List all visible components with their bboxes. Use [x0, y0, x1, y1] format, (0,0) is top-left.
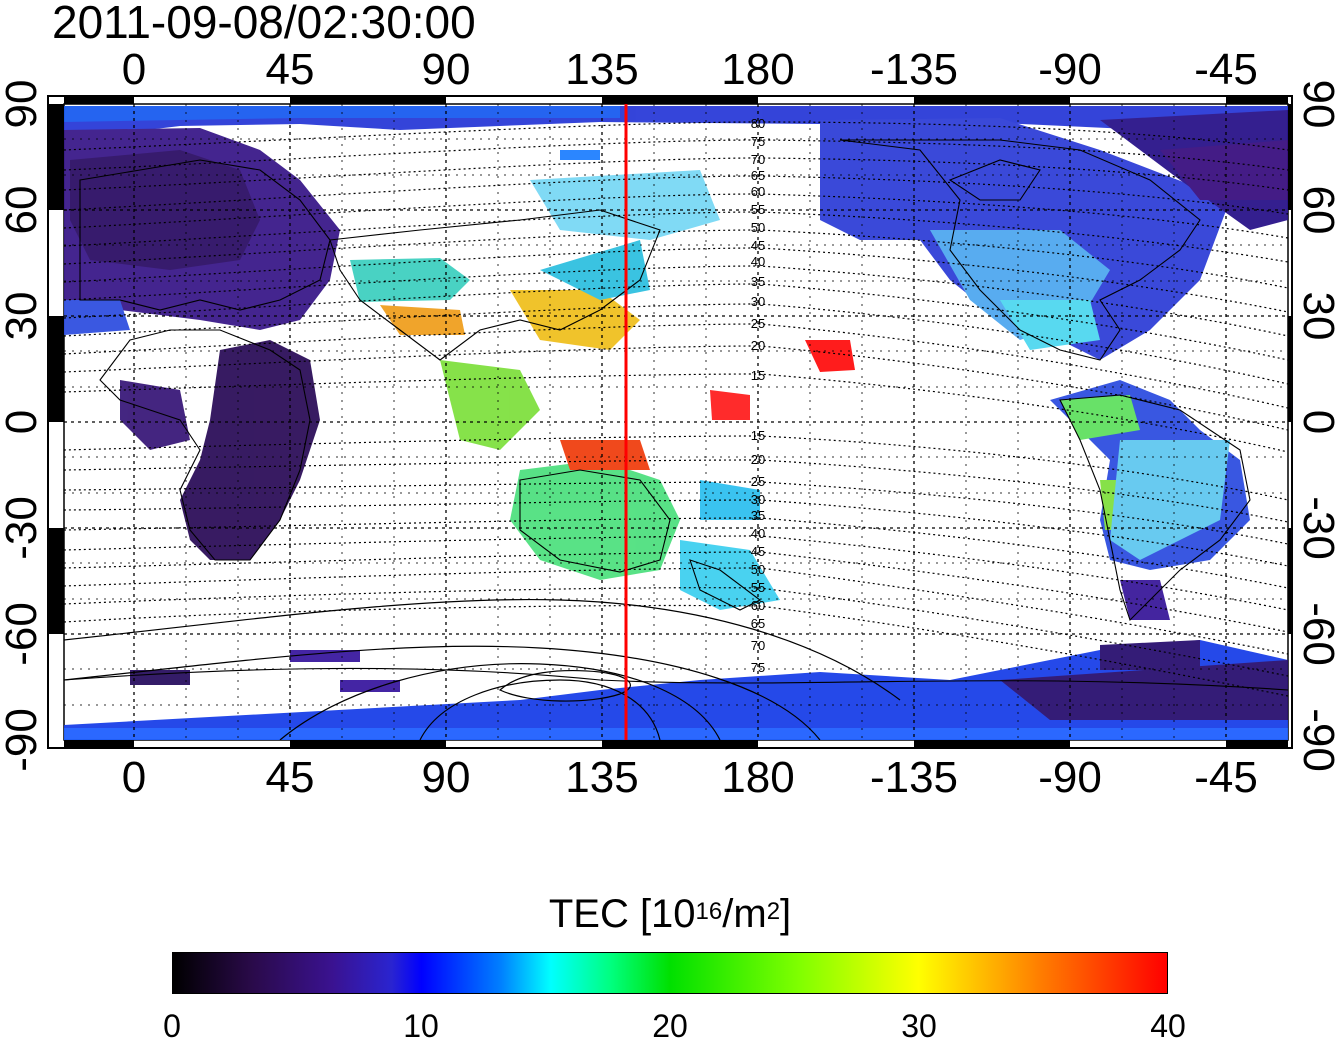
bottom-lon-tick-label: -90 — [1038, 753, 1102, 802]
contour-label: 30 — [751, 294, 765, 309]
contour-label: 50 — [751, 220, 765, 235]
colorbar-tick-label: 10 — [403, 1008, 439, 1044]
contour-label: 40 — [751, 254, 765, 269]
left-lat-tick-label: -90 — [0, 708, 46, 772]
contour-label: 60 — [751, 598, 765, 613]
contour-label: 30 — [751, 492, 765, 507]
lat-lon-grid — [64, 104, 1288, 740]
left-lat-tick-label: 30 — [0, 292, 46, 341]
contour-label: 15 — [751, 368, 765, 383]
tec-data-layer — [64, 106, 1288, 740]
lat-tick-bars — [48, 104, 1292, 634]
top-lon-tick-label: 135 — [565, 45, 638, 94]
right-lat-tick-label: 60 — [1294, 186, 1340, 235]
right-lat-tick-labels: 90 60 30 0 -30 -60 -90 — [1294, 80, 1340, 772]
timestamp-title: 2011-09-08/02:30:00 — [52, 0, 476, 48]
right-lat-tick-label: 90 — [1294, 80, 1340, 129]
contour-label: 45 — [751, 238, 765, 253]
bottom-lon-tick-label: -135 — [870, 753, 958, 802]
right-lat-tick-label: -90 — [1294, 708, 1340, 772]
right-lat-tick-label: 30 — [1294, 292, 1340, 341]
contour-label: 25 — [751, 474, 765, 489]
bottom-lon-tick-label: -45 — [1194, 753, 1258, 802]
left-lat-tick-label: 60 — [0, 186, 46, 235]
bottom-lon-tick-labels: 0 45 90 135 180 -135 -90 -45 — [122, 753, 1258, 802]
contour-label: 40 — [751, 526, 765, 541]
contour-label: 55 — [751, 580, 765, 595]
solid-contours — [64, 598, 901, 740]
colorbar-title: TEC [1016/m2] — [548, 892, 792, 936]
top-lon-tick-label: -45 — [1194, 45, 1258, 94]
contour-label: 65 — [751, 168, 765, 183]
left-lat-tick-label: -30 — [0, 496, 46, 560]
contour-label: 60 — [751, 184, 765, 199]
top-lon-tick-label: 0 — [122, 45, 146, 94]
contour-label: 35 — [751, 274, 765, 289]
contour-label: 50 — [751, 562, 765, 577]
colorbar-tick-label: 20 — [652, 1008, 688, 1044]
bottom-lon-tick-label: 90 — [422, 753, 471, 802]
contour-label: 25 — [751, 316, 765, 331]
top-lon-tick-label: 45 — [266, 45, 315, 94]
contour-label: 15 — [751, 428, 765, 443]
left-lat-tick-label: 90 — [0, 80, 46, 129]
contour-label: 35 — [751, 508, 765, 523]
lon-tick-bars — [64, 96, 1288, 748]
top-lon-tick-labels: 0 45 90 135 180 -135 -90 -45 — [122, 45, 1258, 94]
top-lon-tick-label: 90 — [422, 45, 471, 94]
colorbar-tick-label: 40 — [1150, 1008, 1186, 1044]
coastlines — [64, 139, 1288, 691]
contour-label: 20 — [751, 338, 765, 353]
bottom-lon-tick-label: 135 — [565, 753, 638, 802]
contour-label: 70 — [751, 152, 765, 167]
bottom-lon-tick-label: 0 — [122, 753, 146, 802]
left-lat-tick-label: 0 — [0, 410, 46, 434]
contour-label: 70 — [751, 638, 765, 653]
contour-label: 20 — [751, 452, 765, 467]
top-lon-tick-label: -90 — [1038, 45, 1102, 94]
bottom-lon-tick-label: 45 — [266, 753, 315, 802]
colorbar-tick-label: 30 — [901, 1008, 937, 1044]
contour-label: 45 — [751, 544, 765, 559]
right-lat-tick-label: -60 — [1294, 602, 1340, 666]
right-lat-tick-label: -30 — [1294, 496, 1340, 560]
contour-labels: 8075706560555045403530252015152025303540… — [751, 116, 765, 675]
minor-grid — [64, 104, 1288, 740]
left-lat-tick-labels: 90 60 30 0 -30 -60 -90 — [0, 80, 46, 772]
left-lat-tick-label: -60 — [0, 602, 46, 666]
top-lon-tick-label: -135 — [870, 45, 958, 94]
right-lat-tick-label: 0 — [1294, 410, 1340, 434]
colorbar-tick-label: 0 — [163, 1008, 181, 1044]
bottom-lon-tick-label: 180 — [721, 753, 794, 802]
contour-label: 65 — [751, 616, 765, 631]
top-lon-tick-label: 180 — [721, 45, 794, 94]
tec-colorbar — [172, 952, 1168, 994]
contour-label: 75 — [751, 134, 765, 149]
contour-label: 75 — [751, 660, 765, 675]
contour-label: 80 — [751, 116, 765, 131]
contour-label: 55 — [751, 202, 765, 217]
